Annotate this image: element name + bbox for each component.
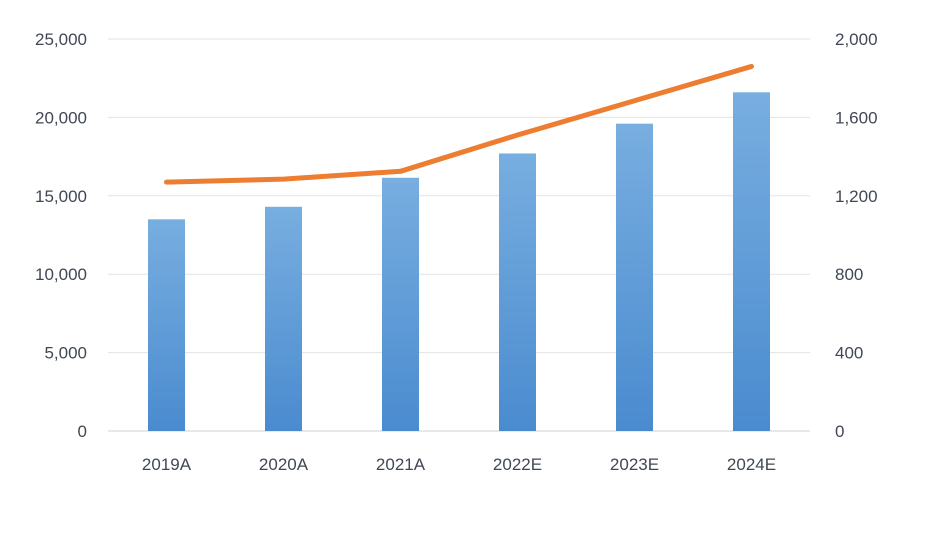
- bar: [148, 219, 185, 431]
- left-tick-label: 20,000: [35, 108, 87, 127]
- x-axis: 2019A 2020A 2021A 2022E 2023E 2024E: [142, 455, 776, 474]
- left-tick-label: 15,000: [35, 187, 87, 206]
- x-tick-label: 2023E: [610, 455, 659, 474]
- x-tick-label: 2021A: [376, 455, 426, 474]
- left-tick-label: 0: [78, 422, 87, 441]
- bar: [733, 92, 770, 431]
- right-tick-label: 2,000: [835, 30, 878, 49]
- left-tick-label: 10,000: [35, 265, 87, 284]
- bar-series: [148, 92, 770, 432]
- left-axis: 0 5,000 10,000 15,000 20,000 25,000: [35, 30, 87, 441]
- right-tick-label: 0: [835, 422, 844, 441]
- gridlines: [108, 38, 810, 432]
- left-tick-label: 25,000: [35, 30, 87, 49]
- x-tick-label: 2022E: [493, 455, 542, 474]
- x-tick-label: 2020A: [259, 455, 309, 474]
- left-tick-label: 5,000: [44, 344, 87, 363]
- right-tick-label: 800: [835, 265, 863, 284]
- x-tick-label: 2019A: [142, 455, 192, 474]
- x-tick-label: 2024E: [727, 455, 776, 474]
- bar: [499, 153, 536, 432]
- bar: [616, 123, 653, 431]
- right-tick-label: 1,200: [835, 187, 878, 206]
- line-path: [164, 63, 754, 185]
- bar: [265, 206, 302, 431]
- bar: [382, 177, 419, 431]
- right-tick-label: 400: [835, 344, 863, 363]
- right-tick-label: 1,600: [835, 108, 878, 127]
- right-axis: 0 400 800 1,200 1,600 2,000: [835, 30, 878, 441]
- line-series: [164, 63, 754, 185]
